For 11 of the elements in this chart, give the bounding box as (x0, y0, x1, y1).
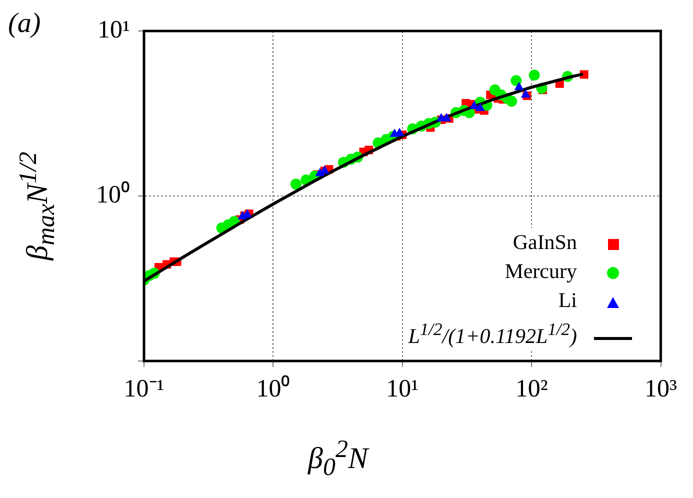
x-axis-title: β$_{0}$$^{2}$N (308, 436, 368, 482)
x-tick-label: 10⁻¹ (124, 376, 164, 403)
x-tick-label: 10³ (644, 376, 678, 403)
legend-label: GaInSn (512, 230, 577, 254)
x-tick-label: 10² (515, 376, 548, 403)
x-tick-label: 10⁰ (256, 374, 290, 403)
legend-label: L$^{1/2}$/(1+0.1192L$^{1/2}$) (408, 319, 577, 348)
text: (a) (8, 8, 41, 40)
x-tick-label: 10¹ (386, 376, 419, 403)
legend-label: Mercury (504, 259, 577, 283)
legend-label: Li (558, 288, 577, 312)
